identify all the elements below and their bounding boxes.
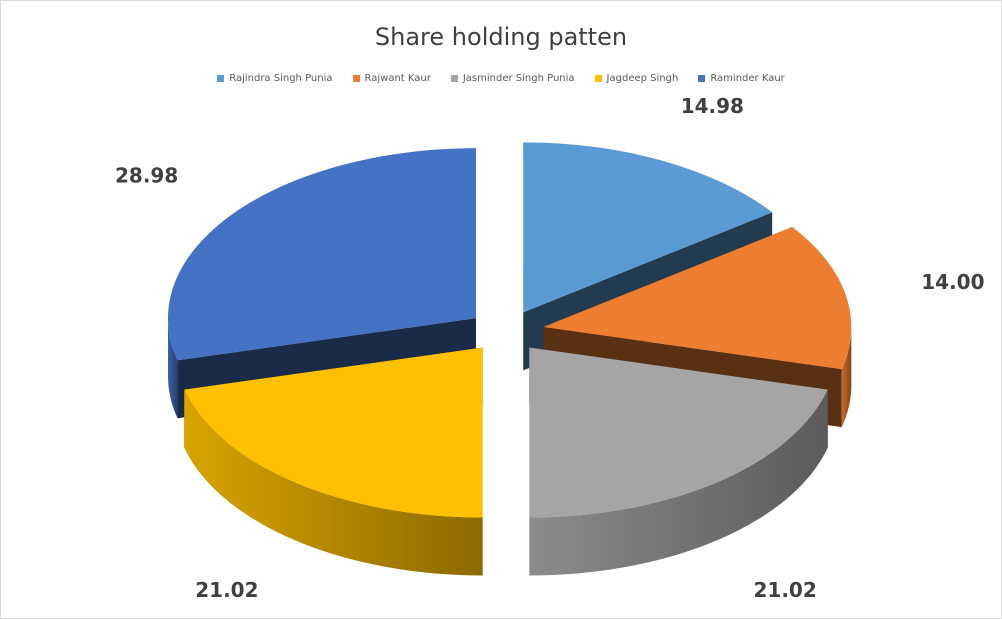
- legend: Rajindra Singh Punia Rajwant Kaur Jasminde…: [1, 73, 1001, 84]
- legend-item-jagdeep-singh: Jagdeep Singh: [594, 73, 679, 84]
- slice-raminder-kaur: [167, 148, 476, 361]
- legend-label: Rajwant Kaur: [364, 73, 431, 84]
- data-label-rajwant-kaur: 14.00: [921, 270, 984, 294]
- legend-item-raminder-kaur: Raminder Kaur: [698, 73, 785, 84]
- legend-item-jasminder-singh-punia: Jasminder Singh Punia: [450, 73, 575, 84]
- slice-jagdeep-singh: [184, 347, 483, 518]
- data-label-rajindra-singh-punia: 14.98: [681, 94, 744, 118]
- slice-jasminder-singh-punia: [529, 347, 828, 518]
- legend-swatch: [450, 75, 458, 82]
- legend-swatch: [698, 75, 706, 82]
- data-label-jagdeep-singh: 21.02: [195, 578, 258, 602]
- data-label-jasminder-singh-punia: 21.02: [753, 578, 816, 602]
- legend-label: Rajindra Singh Punia: [229, 73, 333, 84]
- legend-item-rajindra-singh-punia: Rajindra Singh Punia: [217, 73, 333, 84]
- legend-item-rajwant-kaur: Rajwant Kaur: [352, 73, 431, 84]
- legend-label: Raminder Kaur: [710, 73, 785, 84]
- slice-rajindra-singh-punia: [523, 142, 773, 313]
- chart-title: Share holding patten: [374, 23, 628, 51]
- legend-swatch: [594, 75, 602, 82]
- legend-label: Jasminder Singh Punia: [462, 73, 575, 84]
- legend-swatch: [352, 75, 360, 82]
- legend-label: Jagdeep Singh: [606, 73, 679, 84]
- slice-rajwant-kaur: [543, 226, 852, 370]
- legend-swatch: [217, 75, 225, 82]
- data-label-raminder-kaur: 28.98: [115, 164, 178, 188]
